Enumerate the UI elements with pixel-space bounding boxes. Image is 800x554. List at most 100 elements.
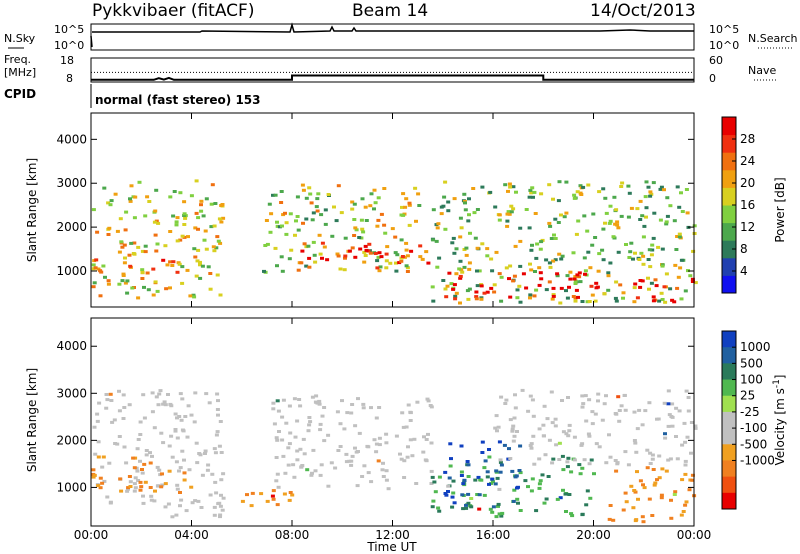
power-cell <box>142 286 146 289</box>
velocity-cell <box>595 442 599 445</box>
velocity-cell <box>118 409 122 412</box>
velocity-cell <box>216 408 220 411</box>
xtick-label: 08:00 <box>275 528 310 542</box>
colorbar-swatch <box>722 444 736 461</box>
power-cell <box>432 208 436 211</box>
power-colorbar-label: Power [dB] <box>773 177 787 242</box>
velocity-cell <box>105 496 109 499</box>
power-cell <box>124 228 128 231</box>
power-cell <box>627 216 631 219</box>
velocity-cell <box>410 454 414 457</box>
power-cell <box>375 259 379 262</box>
velocity-cell <box>150 499 154 502</box>
power-cell <box>555 272 559 275</box>
velocity-cell <box>636 427 640 430</box>
power-cell <box>124 211 128 214</box>
velocity-cell <box>105 393 109 396</box>
power-cell <box>535 243 539 246</box>
power-cell <box>444 288 448 291</box>
velocity-cell <box>139 421 143 424</box>
power-cell <box>633 252 637 255</box>
velocity-cell <box>129 485 133 488</box>
power-cell <box>296 195 300 198</box>
velocity-cell <box>381 462 385 465</box>
power-cell <box>102 187 106 190</box>
power-cell <box>644 216 648 219</box>
power-cell <box>316 192 320 195</box>
power-cell <box>684 289 688 292</box>
velocity-cell <box>222 497 226 500</box>
velocity-cell <box>149 495 153 498</box>
velocity-cell <box>545 498 549 501</box>
power-cell <box>655 284 659 287</box>
power-cell <box>633 283 637 286</box>
power-cell <box>480 242 484 245</box>
power-cell <box>473 211 477 214</box>
velocity-cell <box>657 418 661 421</box>
power-cell <box>547 222 551 225</box>
power-cell <box>597 252 601 255</box>
velocity-cell <box>275 436 279 439</box>
power-cell <box>125 279 129 282</box>
power-cell <box>566 297 570 300</box>
velocity-cell <box>307 429 311 432</box>
colorbar-tick-label: 20 <box>740 176 755 190</box>
velocity-cell <box>531 435 535 438</box>
velocity-cell <box>624 409 628 412</box>
velocity-cell <box>282 399 286 402</box>
velocity-cell <box>96 484 100 487</box>
velocity-cell <box>467 475 471 478</box>
velocity-cell <box>618 409 622 412</box>
velocity-cell <box>586 489 590 492</box>
freq-trace <box>91 76 694 80</box>
velocity-cell <box>190 414 194 417</box>
velocity-cell <box>684 460 688 463</box>
power-cell <box>133 196 137 199</box>
velocity-cell <box>153 490 157 493</box>
power-cell <box>365 219 369 222</box>
power-cell <box>367 243 371 246</box>
velocity-cell <box>452 480 456 483</box>
velocity-cell <box>460 471 464 474</box>
power-cell <box>591 294 595 297</box>
power-cell <box>176 216 180 219</box>
velocity-cell <box>591 422 595 425</box>
velocity-cell <box>351 455 355 458</box>
velocity-cell <box>466 460 470 463</box>
power-cell <box>192 247 196 250</box>
velocity-cell <box>608 518 612 521</box>
power-cell <box>566 274 570 277</box>
velocity-cell <box>365 445 369 448</box>
power-cell <box>416 192 420 195</box>
power-cell <box>385 245 389 248</box>
power-cell <box>130 287 134 290</box>
power-cell <box>153 221 157 224</box>
power-cell <box>661 248 665 251</box>
velocity-cell <box>168 470 172 473</box>
power-cell <box>532 191 536 194</box>
velocity-cell <box>479 479 483 482</box>
power-cell <box>524 287 528 290</box>
power-cell <box>316 210 320 213</box>
power-cell <box>564 212 568 215</box>
velocity-cell <box>159 485 163 488</box>
power-cell <box>650 244 654 247</box>
velocity-cell <box>538 482 542 485</box>
power-cell <box>324 208 328 211</box>
nsky-tick-top: 10^5 <box>54 23 84 36</box>
velocity-cell <box>309 474 313 477</box>
power-cell <box>568 271 572 274</box>
power-cell <box>364 254 368 257</box>
colorbar-swatch <box>722 223 736 241</box>
power-cell <box>98 269 102 272</box>
power-cell <box>119 240 123 243</box>
power-cell <box>107 279 111 282</box>
velocity-cell <box>100 482 104 485</box>
power-cell <box>144 250 148 253</box>
power-cell <box>646 277 650 280</box>
velocity-cell <box>400 458 404 461</box>
power-cell <box>372 207 376 210</box>
colorbar-swatch <box>722 170 736 188</box>
power-cell <box>612 235 616 238</box>
power-cell <box>648 248 652 251</box>
